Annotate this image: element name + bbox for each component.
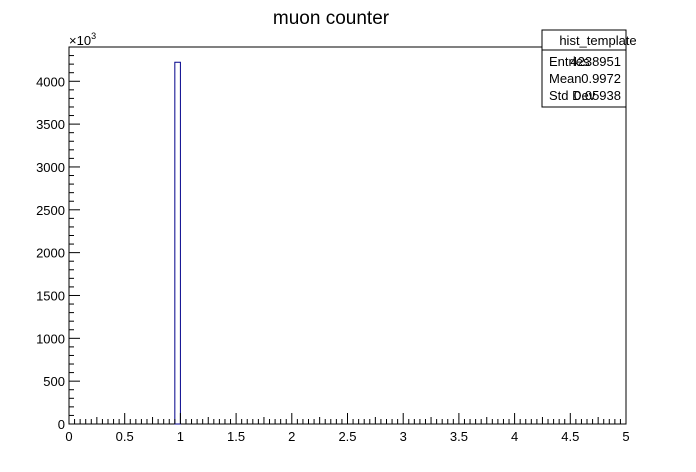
y-tick-label: 3000 — [36, 160, 65, 175]
histogram-bar — [174, 61, 181, 425]
bars-group — [174, 61, 181, 425]
stats-title: hist_template — [559, 33, 636, 48]
stats-stddev-label: Std Dev — [549, 88, 596, 103]
x-tick-label: 0.5 — [116, 429, 134, 444]
stats-mean-value: 0.9972 — [581, 71, 621, 86]
stats-entries-value: 4238951 — [570, 54, 621, 69]
y-axis: 0 500 1000 1500 2000 2500 3000 3500 4000 — [36, 46, 80, 432]
x-tick-label: 5 — [622, 429, 629, 444]
stats-mean-label: Mean — [549, 71, 582, 86]
y-axis-multiplier: ×103 — [69, 31, 96, 48]
x-tick-label: 4 — [511, 429, 518, 444]
x-tick-label: 3.5 — [450, 429, 468, 444]
x-axis: 0 0.5 1 1.5 2 2.5 3 3.5 4 4.5 5 — [65, 413, 630, 444]
x-tick-label: 4.5 — [561, 429, 579, 444]
y-tick-label: 2000 — [36, 246, 65, 261]
stats-box: hist_template Entries 4238951 Mean 0.997… — [541, 29, 637, 108]
x-tick-label: 3 — [400, 429, 407, 444]
x-tick-label: 1 — [177, 429, 184, 444]
x-tick-label: 2.5 — [338, 429, 356, 444]
chart-title: muon counter — [273, 8, 390, 29]
y-tick-label: 3500 — [36, 117, 65, 132]
stats-box-frame — [541, 29, 627, 108]
stats-stddev-value: 0.05938 — [574, 88, 621, 103]
y-tick-label: 1000 — [36, 331, 65, 346]
stats-entries-label: Entries — [549, 54, 590, 69]
x-tick-label: 2 — [288, 429, 295, 444]
y-tick-label: 0 — [58, 417, 65, 432]
y-tick-label: 4000 — [36, 74, 65, 89]
x-tick-label: 1.5 — [227, 429, 245, 444]
y-tick-label: 2500 — [36, 203, 65, 218]
y-tick-label: 1500 — [36, 288, 65, 303]
y-tick-label: 500 — [43, 374, 65, 389]
x-tick-label: 0 — [65, 429, 72, 444]
